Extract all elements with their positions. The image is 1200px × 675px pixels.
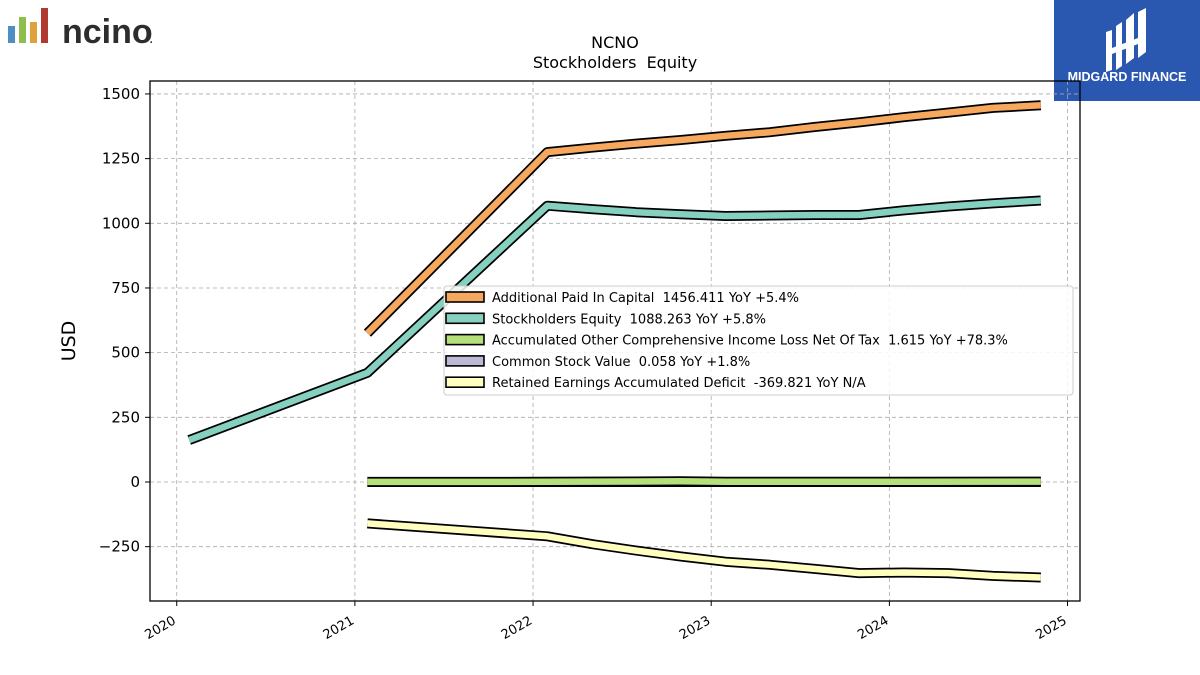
series-line — [367, 520, 1041, 581]
legend-entry: Stockholders Equity 1088.263 YoY +5.8% — [492, 312, 766, 327]
x-tick-label: 2023 — [677, 613, 713, 643]
chart-title: NCNO — [591, 33, 639, 52]
x-tick-label: 2022 — [499, 613, 535, 643]
x-tick-label: 2020 — [143, 613, 179, 643]
chart-subtitle: Stockholders Equity — [533, 53, 697, 72]
y-tick-label: −250 — [99, 538, 140, 556]
ncino-bar-1 — [8, 26, 15, 43]
ncino-logo-text: ncino — [62, 13, 153, 48]
y-tick-label: 750 — [111, 279, 140, 297]
legend-swatch — [445, 355, 485, 367]
legend: Additional Paid In Capital 1456.411 YoY … — [443, 285, 1074, 396]
ncino-bar-4 — [41, 8, 48, 43]
y-tick-label: 250 — [111, 408, 140, 426]
midgard-finance-logo: MIDGARD FINANCE — [1054, 0, 1200, 101]
legend-entry: Accumulated Other Comprehensive Income L… — [492, 334, 1008, 349]
series-line — [367, 478, 1041, 486]
legend-entry: Common Stock Value 0.058 YoY +1.8% — [492, 355, 750, 370]
x-tick-label: 2021 — [321, 613, 357, 643]
ncino-logo-mark: . — [149, 30, 153, 47]
y-tick-label: 1500 — [102, 85, 140, 103]
y-tick-label: 500 — [111, 344, 140, 362]
series-line — [365, 102, 1041, 336]
y-axis-label: USD — [58, 321, 80, 362]
y-tick-label: 0 — [130, 473, 140, 491]
ncino-bar-3 — [30, 22, 37, 43]
series-lines — [187, 100, 1042, 583]
legend-entry: Additional Paid In Capital 1456.411 YoY … — [492, 291, 799, 306]
legend-swatch — [445, 376, 485, 389]
y-tick-label: 1000 — [102, 214, 140, 232]
midgard-emblem-icon — [1106, 8, 1146, 72]
ncino-logo: ncino . — [8, 8, 153, 48]
ncino-bar-2 — [19, 17, 26, 43]
midgard-logo-text: MIDGARD FINANCE — [1068, 70, 1187, 84]
y-tick-label: 1250 — [102, 150, 140, 168]
series-line — [188, 197, 1041, 444]
x-tick-label: 2025 — [1033, 613, 1069, 643]
legend-swatch — [445, 291, 485, 303]
x-tick-label: 2024 — [855, 613, 891, 643]
x-axis-ticks: 2020 2021 2022 2023 2024 2025 — [143, 601, 1070, 643]
legend-swatch — [445, 312, 485, 325]
legend-swatch — [445, 333, 485, 346]
legend-entry: Retained Earnings Accumulated Deficit -3… — [492, 376, 866, 391]
plot-frame — [149, 80, 1081, 602]
legend-box — [443, 285, 1074, 396]
y-axis-ticks: −250 0 250 500 750 1000 1250 1500 — [99, 85, 150, 556]
